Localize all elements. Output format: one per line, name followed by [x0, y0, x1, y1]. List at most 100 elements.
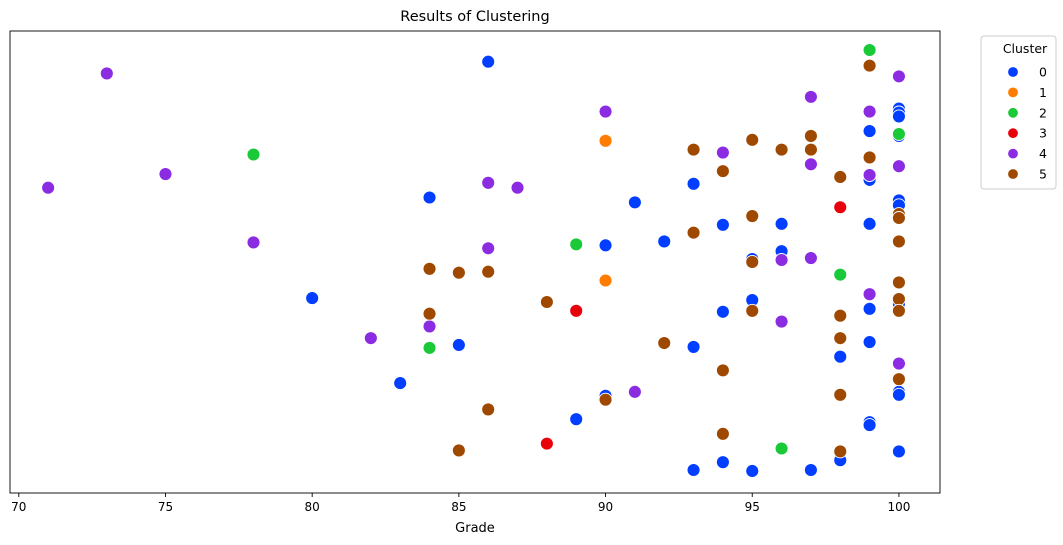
- data-point-cluster-0: [393, 376, 408, 391]
- data-point-cluster-5: [422, 261, 437, 276]
- data-point-cluster-2: [833, 267, 848, 282]
- data-point-cluster-0: [774, 216, 789, 231]
- legend: Cluster 0 1 2 3 4 5: [980, 35, 1057, 190]
- data-point-cluster-5: [833, 170, 848, 184]
- data-point-cluster-5: [891, 275, 906, 290]
- data-point-cluster-0: [862, 216, 877, 231]
- data-point-cluster-5: [833, 387, 848, 402]
- x-axis: 70 75 80 85 90 95 100: [11, 493, 910, 514]
- data-point-cluster-5: [774, 142, 789, 157]
- data-point-cluster-4: [481, 175, 496, 190]
- legend-label-3: 3: [1039, 126, 1047, 141]
- data-point-cluster-5: [745, 303, 760, 318]
- legend-marker-1: [1007, 86, 1019, 99]
- data-point-cluster-4: [891, 356, 906, 371]
- data-point-cluster-3: [539, 436, 554, 451]
- data-point-cluster-5: [481, 402, 496, 417]
- data-point-cluster-4: [803, 251, 818, 265]
- data-point-cluster-0: [862, 124, 877, 139]
- data-point-cluster-3: [569, 303, 584, 318]
- data-point-cluster-4: [510, 180, 525, 195]
- data-point-cluster-0: [891, 387, 906, 402]
- x-axis-title: Grade: [455, 521, 495, 536]
- data-point-cluster-2: [422, 340, 437, 355]
- data-point-cluster-0: [715, 217, 730, 232]
- data-point-cluster-5: [745, 255, 760, 269]
- data-point-cluster-5: [803, 129, 818, 143]
- data-points: [41, 43, 906, 478]
- data-point-cluster-0: [862, 301, 877, 316]
- data-point-cluster-0: [305, 291, 320, 306]
- chart-title: Results of Clustering: [400, 9, 549, 25]
- legend-label-2: 2: [1039, 105, 1047, 120]
- data-point-cluster-0: [657, 234, 672, 249]
- data-point-cluster-2: [246, 147, 261, 162]
- plot-area: [9, 30, 941, 494]
- data-point-cluster-0: [686, 176, 701, 191]
- legend-title: Cluster: [1003, 41, 1048, 56]
- data-point-cluster-5: [715, 426, 730, 441]
- x-tick-label: 85: [451, 500, 466, 514]
- data-point-cluster-1: [598, 273, 613, 288]
- data-point-cluster-5: [598, 392, 613, 407]
- data-point-cluster-5: [833, 444, 848, 459]
- data-point-cluster-1: [598, 133, 613, 148]
- data-point-cluster-0: [451, 338, 466, 352]
- data-point-cluster-0: [833, 349, 848, 364]
- data-point-cluster-4: [803, 157, 818, 172]
- data-point-cluster-0: [803, 463, 818, 477]
- legend-marker-4: [1007, 147, 1019, 160]
- data-point-cluster-4: [891, 69, 906, 84]
- legend-label-5: 5: [1039, 167, 1047, 182]
- data-point-cluster-3: [833, 200, 848, 215]
- data-point-cluster-5: [451, 265, 466, 280]
- data-point-cluster-5: [862, 150, 877, 165]
- data-point-cluster-5: [891, 211, 906, 225]
- data-point-cluster-4: [803, 89, 818, 104]
- data-point-cluster-0: [891, 109, 906, 124]
- legend-label-4: 4: [1039, 146, 1047, 161]
- data-point-cluster-4: [862, 287, 877, 302]
- data-point-cluster-0: [481, 54, 496, 69]
- data-point-cluster-0: [686, 339, 701, 354]
- legend-marker-3: [1007, 127, 1019, 139]
- legend-label-0: 0: [1039, 65, 1047, 80]
- data-point-cluster-5: [657, 336, 672, 350]
- data-point-cluster-2: [569, 237, 584, 252]
- data-point-cluster-2: [862, 43, 877, 57]
- data-point-cluster-5: [745, 209, 760, 223]
- data-point-cluster-0: [862, 418, 877, 433]
- x-tick-label: 95: [745, 500, 760, 514]
- data-point-cluster-0: [627, 195, 642, 210]
- data-point-cluster-4: [774, 253, 789, 267]
- data-point-cluster-0: [862, 335, 877, 349]
- data-point-cluster-5: [686, 225, 701, 240]
- legend-entries: 0 1 2 3 4 5: [1007, 65, 1047, 182]
- data-point-cluster-5: [422, 306, 437, 321]
- data-point-cluster-5: [481, 264, 496, 279]
- data-point-cluster-4: [715, 145, 730, 160]
- data-point-cluster-4: [363, 331, 378, 346]
- data-point-cluster-4: [246, 235, 261, 250]
- data-point-cluster-5: [715, 363, 730, 378]
- data-point-cluster-4: [891, 159, 906, 174]
- data-point-cluster-0: [686, 463, 701, 477]
- legend-label-1: 1: [1039, 85, 1047, 100]
- data-point-cluster-5: [833, 308, 848, 323]
- data-point-cluster-4: [862, 104, 877, 119]
- data-point-cluster-4: [158, 167, 173, 181]
- data-point-cluster-5: [715, 164, 730, 179]
- data-point-cluster-4: [774, 314, 789, 329]
- data-point-cluster-5: [745, 132, 760, 147]
- data-point-cluster-5: [862, 58, 877, 73]
- x-tick-label: 100: [887, 500, 910, 514]
- data-point-cluster-4: [598, 104, 613, 119]
- x-tick-label: 80: [305, 500, 320, 514]
- data-point-cluster-2: [774, 441, 789, 456]
- data-point-cluster-5: [891, 234, 906, 249]
- data-point-cluster-5: [451, 443, 466, 458]
- data-point-cluster-4: [481, 241, 496, 256]
- data-point-cluster-0: [715, 455, 730, 470]
